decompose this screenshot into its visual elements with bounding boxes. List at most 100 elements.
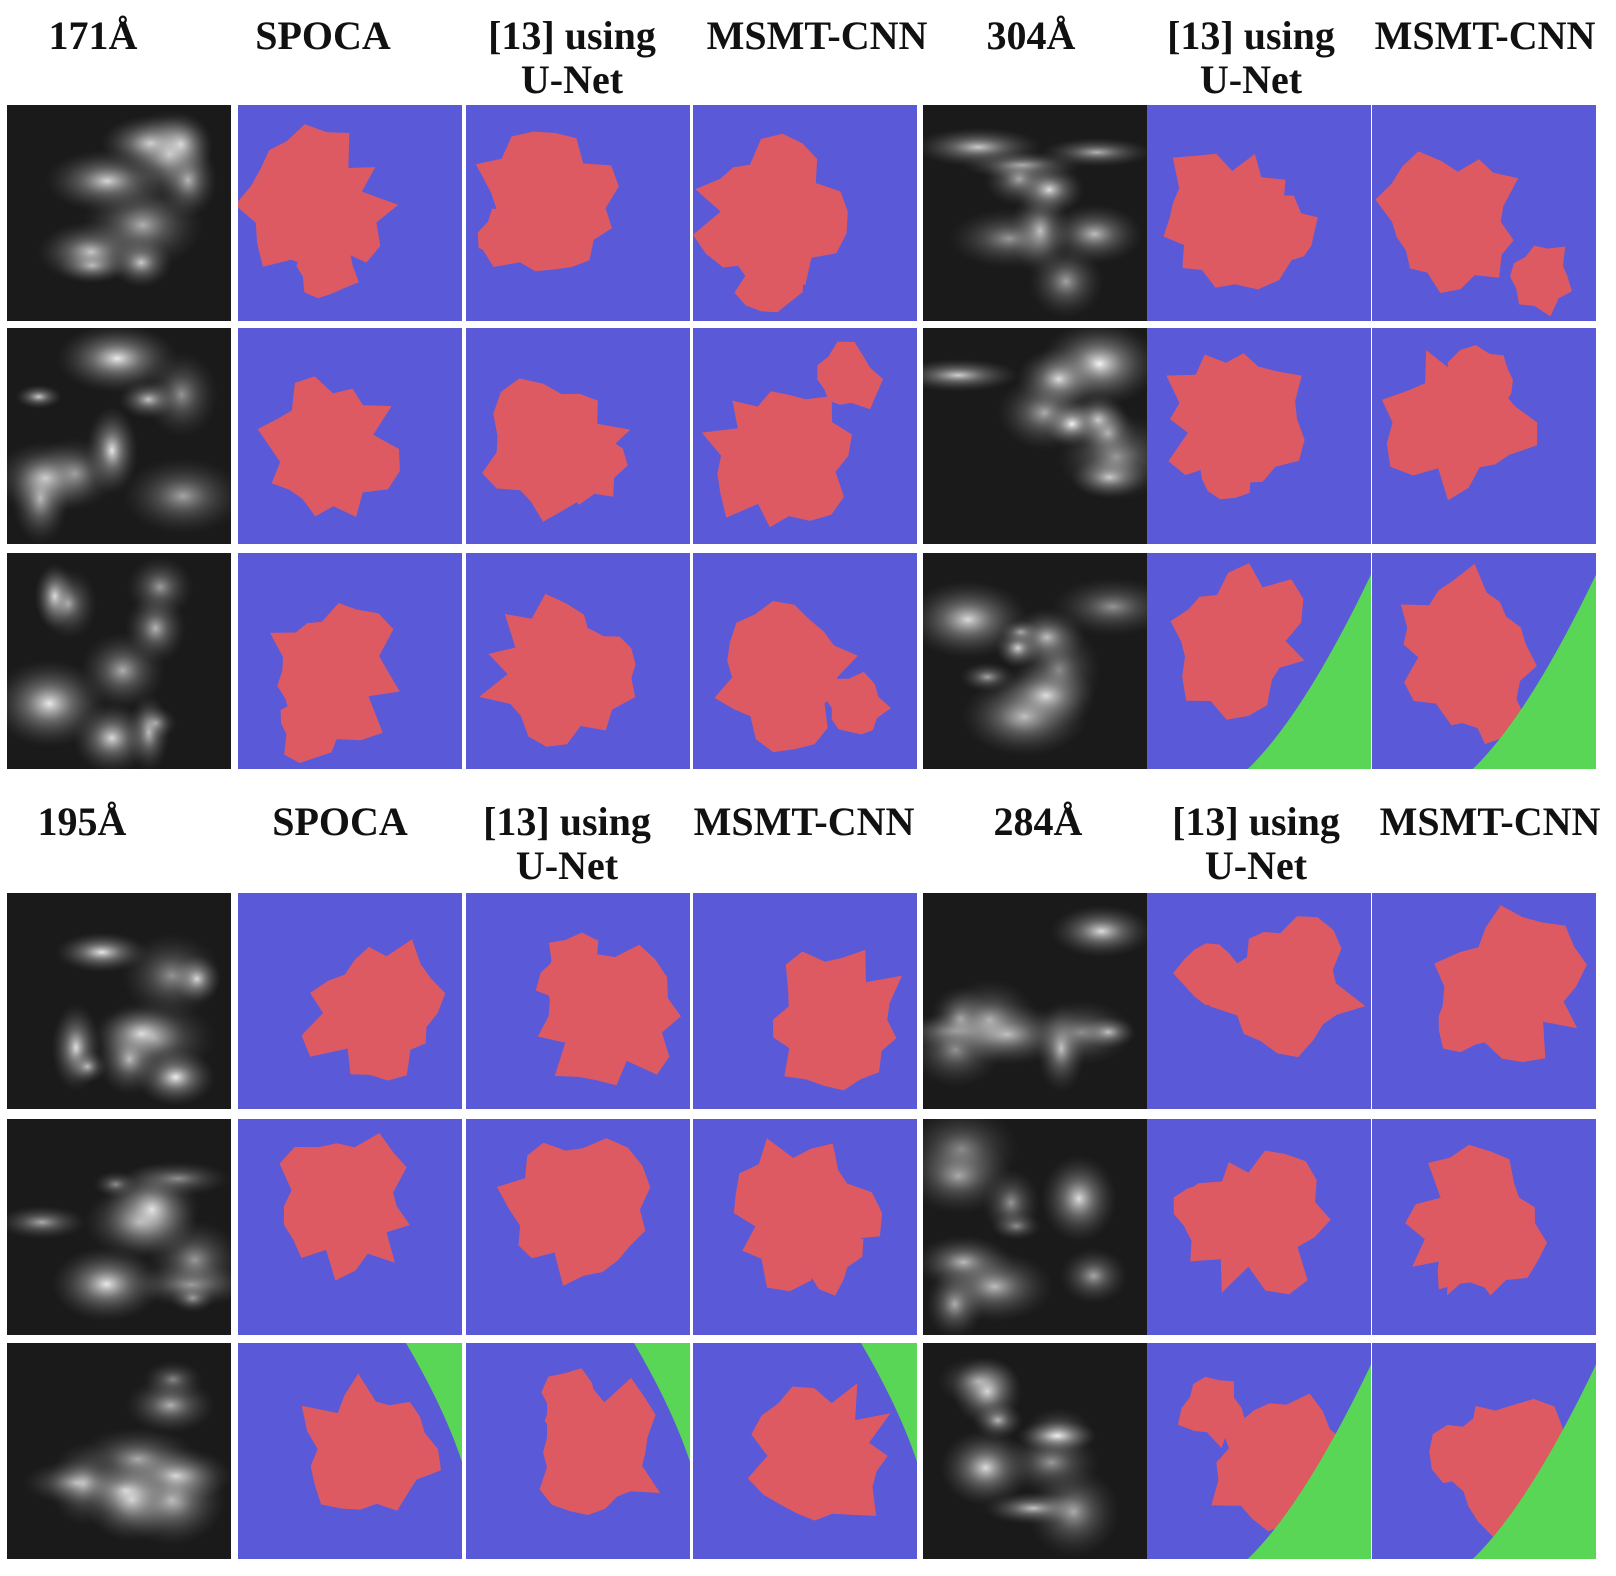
bright-region	[936, 1356, 1020, 1407]
image-tile	[923, 1343, 1147, 1559]
active-region-mask	[549, 436, 628, 505]
tile-content	[923, 1119, 1147, 1335]
active-region-mask	[1163, 153, 1297, 290]
tile-content	[1372, 328, 1596, 544]
active-region-mask	[280, 683, 344, 764]
image-tile	[1147, 553, 1371, 769]
wavelength-label: 284Å	[993, 799, 1083, 844]
image-tile	[693, 553, 917, 769]
tile-content	[693, 1343, 917, 1559]
active-region-mask	[479, 593, 636, 747]
bright-region	[67, 1050, 108, 1084]
active-region-mask	[817, 341, 884, 410]
bright-region	[118, 380, 179, 419]
image-tile	[238, 1343, 462, 1559]
active-region-mask	[693, 133, 848, 286]
method-label: [13] using U-Net	[483, 799, 651, 888]
method-label: [13] using U-Net	[1167, 13, 1335, 102]
bright-region	[122, 457, 231, 535]
image-tile	[7, 553, 231, 769]
tile-content	[7, 1343, 231, 1559]
tile-content	[238, 893, 462, 1109]
active-region-mask	[534, 1180, 607, 1243]
image-tile	[923, 328, 1147, 544]
tile-content	[7, 328, 231, 544]
tile-content	[238, 105, 462, 321]
bright-region	[996, 661, 1096, 730]
off-limb-mask	[1247, 1364, 1371, 1559]
image-tile	[7, 1343, 231, 1559]
tile-content	[466, 1343, 690, 1559]
image-tile	[466, 1343, 690, 1559]
tile-content	[693, 553, 917, 769]
active-region-mask	[1200, 430, 1263, 500]
tile-content	[1147, 1343, 1371, 1559]
tile-content	[693, 1119, 917, 1335]
tile-content	[466, 1119, 690, 1335]
image-tile	[1147, 1119, 1371, 1335]
active-region-mask	[1173, 1181, 1240, 1255]
bright-region	[147, 1219, 231, 1301]
active-region-mask	[301, 1373, 441, 1511]
bright-region	[1014, 163, 1085, 216]
bright-region	[45, 149, 170, 213]
active-region-mask	[1447, 345, 1513, 417]
bright-region	[124, 593, 187, 664]
wavelength-label: 195Å	[37, 799, 127, 844]
off-limb-mask	[1472, 574, 1596, 769]
active-region-mask	[714, 601, 858, 753]
active-region-mask	[1438, 980, 1500, 1053]
tile-content	[1372, 553, 1596, 769]
tile-content	[238, 1119, 462, 1335]
method-label: SPOCA	[255, 13, 391, 58]
bright-region	[1040, 1154, 1118, 1243]
off-limb-mask	[634, 1343, 690, 1462]
tile-content	[7, 1119, 231, 1335]
tile-content	[238, 553, 462, 769]
bright-region	[57, 248, 127, 283]
tile-content	[693, 893, 917, 1109]
image-tile	[238, 105, 462, 321]
bright-region	[1016, 347, 1102, 411]
image-tile	[238, 328, 462, 544]
tile-content	[1147, 893, 1371, 1109]
tile-content	[7, 893, 231, 1109]
active-region-mask	[477, 201, 548, 265]
image-tile	[7, 105, 231, 321]
image-tile	[923, 553, 1147, 769]
tile-content	[923, 1343, 1147, 1559]
bright-region	[56, 328, 179, 393]
tile-content	[693, 105, 917, 321]
active-region-mask	[279, 1133, 410, 1281]
image-tile	[466, 328, 690, 544]
tile-content	[1147, 105, 1371, 321]
image-tile	[923, 893, 1147, 1109]
tile-content	[923, 105, 1147, 321]
off-limb-mask	[861, 1343, 917, 1462]
active-region-mask	[732, 236, 804, 313]
image-tile	[466, 893, 690, 1109]
wavelength-label: 171Å	[48, 13, 138, 58]
tile-content	[238, 1343, 462, 1559]
bright-region	[1027, 1466, 1120, 1558]
bright-region	[1059, 1247, 1128, 1304]
active-region-mask	[1166, 353, 1305, 495]
tile-content	[1372, 1343, 1596, 1559]
tile-content	[7, 105, 231, 321]
tile-content	[466, 105, 690, 321]
bright-region	[125, 1377, 216, 1434]
bright-region	[72, 702, 151, 769]
bright-region	[1040, 137, 1147, 168]
tile-content	[238, 328, 462, 544]
bright-region	[923, 127, 1043, 167]
active-region-mask	[1432, 1217, 1501, 1290]
image-tile	[466, 553, 690, 769]
method-label: MSMT-CNN	[1379, 799, 1601, 844]
bright-region	[1050, 905, 1147, 958]
active-region-mask	[238, 124, 399, 267]
bright-region	[1028, 244, 1104, 319]
bright-region	[935, 1250, 1054, 1323]
method-label: [13] using U-Net	[1172, 799, 1340, 888]
active-region-mask	[257, 376, 400, 517]
